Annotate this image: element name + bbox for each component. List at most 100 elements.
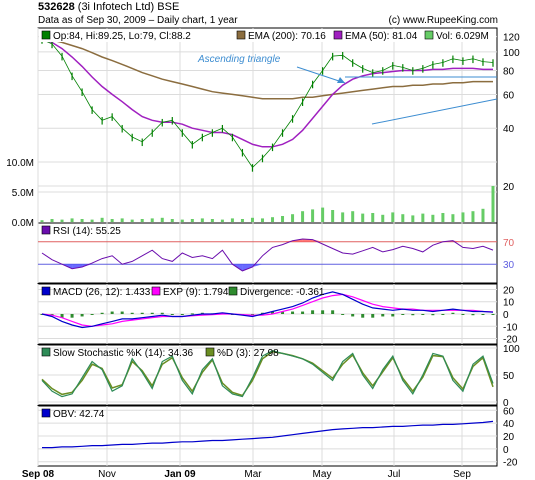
legend-vol-label: Vol: 6.029M <box>436 31 489 42</box>
divergence-bar <box>150 312 154 314</box>
volume-bar <box>321 207 325 222</box>
macd-tick-label: -10 <box>503 322 518 333</box>
legend-macd-label: MACD (26, 12): 1.433 <box>53 287 151 298</box>
volume-bar <box>441 213 445 222</box>
chart-subtitle: Data as of Sep 30, 2009 – Daily chart, 1… <box>38 15 238 26</box>
rsi-tick-label: 70 <box>503 238 515 249</box>
volume-bar <box>471 211 475 222</box>
legend-ema50-swatch <box>333 30 343 40</box>
divergence-bar <box>170 314 174 315</box>
divergence-bar <box>341 314 345 315</box>
month-tick-label: Sep <box>453 469 471 480</box>
brand: (c) www.RupeeKing.com <box>388 15 498 26</box>
divergence-bar <box>401 314 405 315</box>
divergence-bar <box>451 312 455 314</box>
price-tick-label: 100 <box>503 48 520 59</box>
volume-bar <box>230 218 234 222</box>
volume-bar <box>120 218 124 222</box>
series-lines <box>40 36 495 449</box>
divergence-bar <box>301 311 305 314</box>
price-panel <box>37 27 498 224</box>
legend-stoch-k-swatch <box>41 347 51 357</box>
divergence-bar <box>281 311 285 314</box>
volume-tick-label: 10.0M <box>6 158 34 169</box>
rsi-overbought-fill <box>452 240 463 242</box>
obv-tick-label: 40 <box>503 419 515 430</box>
rsi-panel <box>37 222 498 284</box>
legend-exp-label: EXP (9): 1.794 <box>163 287 229 298</box>
volume-bar <box>291 214 295 222</box>
divergence-bar <box>441 314 445 315</box>
divergence-bar <box>190 313 194 315</box>
month-tick-label: May <box>313 469 332 480</box>
volume-bar <box>250 217 254 222</box>
ema50-line <box>41 38 493 148</box>
volume-bar <box>240 219 244 222</box>
volume-bar <box>60 219 64 222</box>
legend-divergence-label: Divergence: -0.361 <box>240 287 325 298</box>
legend-vol-swatch <box>424 30 434 40</box>
legend-stoch-d-swatch <box>205 347 215 357</box>
divergence-bar <box>431 314 435 316</box>
legend-ema200-label: EMA (200): 70.16 <box>248 31 326 42</box>
divergence-bar <box>391 314 395 317</box>
divergence-bar <box>371 314 375 318</box>
stoch-tick-label: 50 <box>503 371 515 382</box>
divergence-bar <box>321 310 325 314</box>
legend-obv-swatch <box>41 408 51 418</box>
volume-bar <box>371 213 375 222</box>
legend-obv-label: OBV: 42.74 <box>53 409 105 420</box>
macd-line <box>41 291 494 329</box>
month-tick-label: Jan 09 <box>164 469 196 480</box>
divergence-bar <box>421 314 425 315</box>
volume-tick-label: 5.0M <box>12 188 34 199</box>
rsi-line <box>41 238 494 272</box>
volume-bar <box>130 219 134 222</box>
legend-ohlc-swatch <box>41 30 51 40</box>
chart-annotation: Ascending triangle <box>198 54 281 65</box>
volume-bar <box>160 217 164 222</box>
stoch-tick-label: 100 <box>503 344 520 355</box>
volume-bars <box>40 186 495 222</box>
volume-bar <box>301 211 305 222</box>
volume-bar <box>351 211 355 222</box>
annotation-arrow <box>296 66 346 84</box>
price-tick-label: 20 <box>503 182 515 193</box>
divergence-bar <box>80 314 84 317</box>
volume-bar <box>341 212 345 222</box>
volume-bar <box>401 214 405 222</box>
stoch-tick-label: 0 <box>503 398 509 409</box>
legend-rsi-label: RSI (14): 55.25 <box>53 226 121 237</box>
volume-bar <box>190 219 194 222</box>
divergence-bar <box>100 312 104 314</box>
rsi-tick-label: 30 <box>503 260 515 271</box>
ticker: 532628 <box>38 1 75 13</box>
divergence-bar <box>481 314 485 315</box>
company-name: (3i Infotech Ltd) BSE <box>77 1 180 13</box>
legend-stoch-d-label: %D (3): 27.98 <box>217 348 279 359</box>
divergence-bar <box>90 314 94 315</box>
volume-bar <box>50 219 54 222</box>
divergence-bar <box>60 314 64 318</box>
legend-ohlc-label: Op:84, Hi:89.25, Lo:79, Cl:88.2 <box>53 31 191 42</box>
chart-title: 532628 (3i Infotech Ltd) BSE <box>38 1 179 13</box>
divergence-bar <box>361 314 365 318</box>
macd-tick-label: 0 <box>503 310 509 321</box>
volume-bar <box>391 212 395 222</box>
macd-tick-label: 10 <box>503 298 515 309</box>
divergence-bar <box>461 314 465 315</box>
month-tick-label: Nov <box>98 469 116 480</box>
volume-bar <box>311 209 315 222</box>
volume-bar <box>421 213 425 222</box>
volume-tick-label: 0.0M <box>12 218 34 229</box>
axis-ticks: 1201008060402010.0M5.0M0.0M703020100-10-… <box>6 33 520 480</box>
obv-tick-label: 0 <box>503 445 509 456</box>
volume-bar <box>100 217 104 222</box>
volume-bar <box>40 220 44 222</box>
divergence-bar <box>351 314 355 317</box>
legend-divergence-swatch <box>228 286 238 296</box>
volume-bar <box>451 214 455 222</box>
macd-tick-label: -20 <box>503 335 518 346</box>
price-line <box>41 39 494 169</box>
